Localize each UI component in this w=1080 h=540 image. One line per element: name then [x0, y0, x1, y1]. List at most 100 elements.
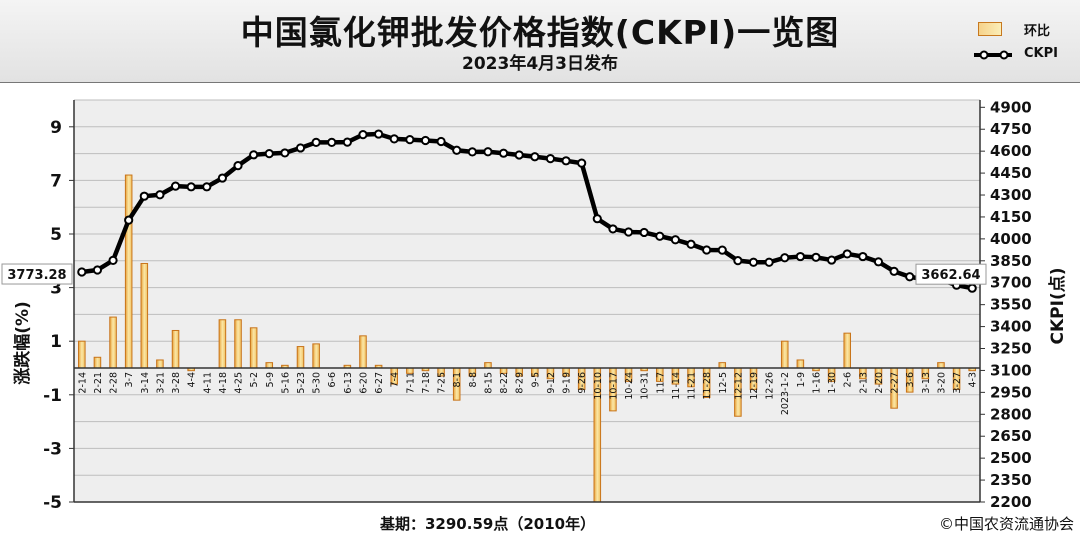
- x-tick-label: 9-12: [546, 372, 557, 394]
- left-tick-label: -1: [43, 386, 62, 406]
- ckpi-point: [717, 245, 727, 255]
- right-tick-label: 3400: [990, 318, 1032, 336]
- x-tick-label: 12-5: [718, 372, 729, 394]
- legend-item-line: CKPI: [970, 44, 1070, 70]
- right-tick-label: 2350: [990, 471, 1032, 489]
- right-tick-label: 3100: [990, 361, 1032, 379]
- ckpi-point: [467, 147, 477, 157]
- x-tick-label: 3-6: [905, 372, 916, 388]
- legend-line-swatch: [974, 50, 1012, 60]
- ckpi-point: [592, 214, 602, 224]
- ckpi-point: [514, 150, 524, 160]
- x-tick-label: 10-10: [593, 372, 604, 400]
- ckpi-point: [483, 147, 493, 157]
- right-tick-label: 3700: [990, 274, 1032, 292]
- ckpi-point: [780, 253, 790, 263]
- right-axis-label: CKPI(点): [1047, 268, 1068, 345]
- x-tick-label: 2-28: [109, 372, 120, 394]
- plot-background: [74, 100, 980, 502]
- ckpi-point: [452, 145, 462, 155]
- x-tick-label: 5-9: [265, 372, 276, 388]
- x-tick-label: 2-13: [858, 372, 869, 394]
- x-tick-label: 12-12: [733, 372, 744, 400]
- ckpi-point: [405, 135, 415, 145]
- chart-area: 2-14 2-21 2-28 3-7 3-14 3-21 3-28 4-4 4-11 4-18 4-…: [1, 98, 1068, 510]
- x-tick-label: 4-4: [187, 372, 198, 388]
- bar: [234, 319, 242, 369]
- x-tick-label: 7-11: [405, 372, 416, 394]
- right-tick-label: 3550: [990, 296, 1032, 314]
- ckpi-point: [748, 257, 759, 267]
- ckpi-point: [842, 249, 852, 259]
- ckpi-point: [608, 224, 618, 234]
- ckpi-point: [905, 272, 915, 282]
- x-tick-label: 11-7: [655, 372, 666, 394]
- x-tick-label: 10-24: [624, 372, 635, 400]
- right-tick-label: 3250: [990, 340, 1032, 358]
- ckpi-point: [77, 267, 87, 277]
- right-tick-label: 2650: [990, 427, 1032, 445]
- left-tick-label: -3: [43, 439, 62, 459]
- x-tick-label: 5-23: [296, 372, 307, 394]
- ckpi-point: [873, 257, 884, 267]
- x-tick-label: 6-13: [343, 372, 354, 394]
- ckpi-point: [733, 256, 743, 266]
- annotation-label: 3773.28: [7, 268, 66, 283]
- left-tick-label: -5: [43, 493, 62, 510]
- x-tick-label: 11-14: [671, 372, 682, 400]
- x-tick-label: 3-7: [124, 372, 135, 388]
- ckpi-point: [249, 150, 259, 160]
- ckpi-point: [811, 252, 821, 262]
- x-tick-label: 2-6: [843, 372, 854, 388]
- x-tick-label: 7-25: [437, 372, 448, 394]
- ckpi-point: [545, 154, 556, 164]
- x-tick-label: 2023-1-2: [780, 372, 791, 415]
- x-tick-label: 9-26: [577, 372, 588, 394]
- ckpi-point: [217, 173, 227, 183]
- x-tick-label: 11-21: [687, 372, 698, 400]
- x-tick-label: 4-3: [968, 372, 979, 388]
- ckpi-point: [764, 257, 774, 267]
- copyright-note: ©中国农资流通协会: [938, 515, 1074, 533]
- x-tick-label: 5-2: [249, 372, 260, 388]
- ckpi-point: [170, 181, 181, 191]
- ckpi-point: [639, 227, 649, 238]
- ckpi-point: [374, 129, 384, 139]
- x-tick-label: 1-16: [811, 372, 822, 394]
- x-tick-label: 3-20: [936, 372, 947, 394]
- left-axis-label: 涨跌幅(%): [12, 301, 33, 385]
- annotation-box: [1, 263, 73, 285]
- ckpi-point: [967, 283, 977, 293]
- header: 中国氯化钾批发价格指数(CKPI)一览图 2023年4月3日发布 环比 CKPI: [0, 0, 1080, 83]
- right-tick-label: 4000: [990, 230, 1032, 248]
- bar: [296, 346, 305, 369]
- right-tick-label: 4150: [990, 208, 1032, 226]
- bar: [937, 362, 945, 369]
- ckpi-point: [420, 135, 431, 146]
- x-tick-label: 12-19: [749, 372, 760, 400]
- x-tick-label: 4-25: [234, 372, 245, 394]
- ckpi-point: [686, 239, 696, 249]
- x-tick-label: 6-20: [358, 372, 369, 394]
- x-tick-label: 9-5: [530, 372, 541, 388]
- ckpi-point: [233, 161, 243, 171]
- right-tick-label: 4900: [990, 98, 1032, 116]
- ckpi-point: [561, 156, 571, 166]
- ckpi-point: [623, 227, 634, 237]
- x-tick-label: 6-6: [327, 372, 338, 388]
- chart-title: 中国氯化钾批发价格指数(CKPI)一览图: [240, 13, 840, 52]
- annotation-box: [915, 263, 987, 285]
- x-tick-label: 8-8: [468, 372, 479, 388]
- x-tick-label: 2-14: [77, 372, 88, 394]
- ckpi-point: [827, 255, 837, 265]
- x-tick-label: 2-21: [93, 372, 104, 394]
- bar: [93, 356, 102, 369]
- right-tick-label: 2500: [990, 449, 1032, 467]
- bar: [156, 359, 164, 369]
- ckpi-point: [295, 143, 306, 153]
- ckpi-point: [108, 255, 118, 265]
- bar: [843, 332, 852, 369]
- ckpi-point: [702, 245, 712, 255]
- ckpi-point: [655, 231, 665, 241]
- bar: [78, 340, 86, 369]
